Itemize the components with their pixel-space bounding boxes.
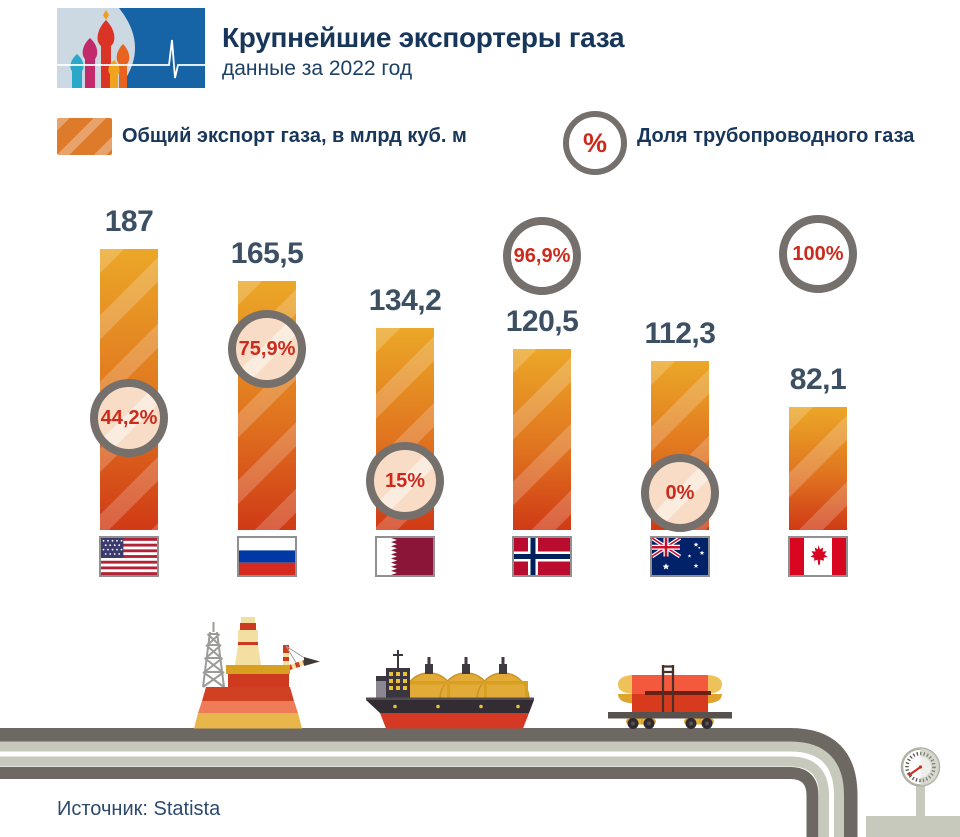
bar-value-label: 134,2 [368,284,442,317]
page-subtitle: данные за 2022 год [222,57,413,80]
source-credit: Источник: Statista [57,798,221,820]
flag-russia [237,536,297,577]
ship-superstructure [376,650,410,700]
legend-percent-icon: % [563,111,627,175]
canada-flag-icon [790,538,846,575]
bar-value-label: 112,3 [644,317,716,350]
bogie [684,718,714,729]
pipeline-share-value: 75,9% [238,337,296,360]
flag-australia [650,536,710,577]
flag-norway [512,536,572,577]
bar-value-label: 187 [104,205,154,238]
tv-channel-logo [57,8,205,88]
qatar-flag-icon [377,538,433,575]
export-bar [789,407,847,530]
export-bar [513,349,571,530]
legend-bars-label: Общий экспорт газа, в млрд куб. м [122,125,467,147]
pressure-gauge-icon [866,747,960,837]
flag-usa [99,536,159,577]
pipeline-share-badge: 75,9% [228,310,306,388]
pipeline-share-value: 15% [384,469,426,492]
bar-value-label: 82,1 [789,363,847,396]
usa-flag-icon [101,538,157,575]
lng-ship-icon [366,650,534,729]
pipeline-share-value: 100% [792,242,844,265]
cathedral-domes-icon [70,10,130,88]
norway-flag-icon [514,538,570,575]
pipeline-share-badge: 0% [641,454,719,532]
legend-percent-label: Доля трубопроводного газа [637,125,915,147]
oil-rig-icon [194,617,320,729]
bars-area: 187 44,2% 165,5 75,9% 134,2 15% [90,205,857,577]
pipeline-share-badge: 44,2% [90,379,168,457]
page-title: Крупнейшие экспортеры газа [222,22,625,53]
pipeline-share-value: 0% [665,481,695,504]
flag-canada [788,536,848,577]
gas-transport-illustration [0,617,960,837]
legend-bar-swatch [57,118,112,155]
bogie [626,718,656,729]
bar-value-label: 165,5 [230,237,304,270]
russia-flag-icon [239,538,295,575]
percent-symbol: % [582,127,607,158]
pipeline-icon [0,728,858,837]
flag-qatar [375,536,435,577]
lng-tanks [402,672,530,701]
pipeline-share-badge: 96,9% [503,217,581,295]
rail-tanker-icon [608,665,732,729]
pulse-line-icon [57,39,205,79]
pipeline-share-badge: 15% [366,442,444,520]
pipeline-share-badge: 100% [779,215,857,293]
pipeline-share-value: 96,9% [513,244,571,267]
bar-value-label: 120,5 [505,305,579,338]
pipeline-share-value: 44,2% [100,406,158,429]
australia-flag-icon [652,538,708,575]
